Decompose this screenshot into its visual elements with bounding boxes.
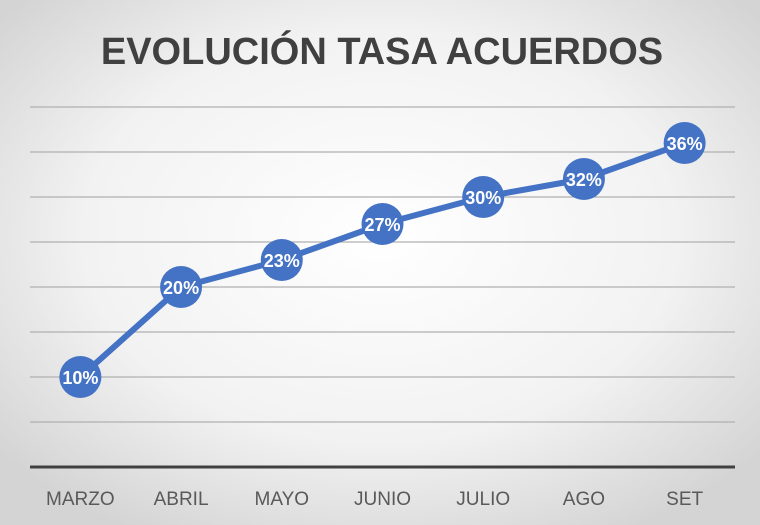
data-label: 30% xyxy=(465,188,501,208)
data-label: 23% xyxy=(264,251,300,271)
data-point xyxy=(462,176,505,218)
data-point xyxy=(562,158,605,200)
data-label: 10% xyxy=(62,368,98,388)
x-tick-label: MAYO xyxy=(255,489,310,510)
data-label: 32% xyxy=(566,170,602,190)
data-point xyxy=(59,356,102,398)
data-label: 27% xyxy=(364,215,400,235)
x-tick-label: JULIO xyxy=(456,489,510,510)
x-tick-label: SET xyxy=(666,489,703,510)
data-label: 20% xyxy=(163,278,199,298)
x-tick-label: MARZO xyxy=(46,489,115,510)
data-label: 36% xyxy=(667,134,703,154)
x-tick-label: JUNIO xyxy=(354,489,411,510)
chart-title: EVOLUCIÓN TASA ACUERDOS xyxy=(101,29,663,73)
data-point xyxy=(160,266,203,308)
data-point xyxy=(260,239,303,281)
x-tick-label: ABRIL xyxy=(154,489,209,510)
x-tick-label: AGO xyxy=(563,489,605,510)
data-point xyxy=(361,203,404,245)
data-point xyxy=(663,122,706,164)
